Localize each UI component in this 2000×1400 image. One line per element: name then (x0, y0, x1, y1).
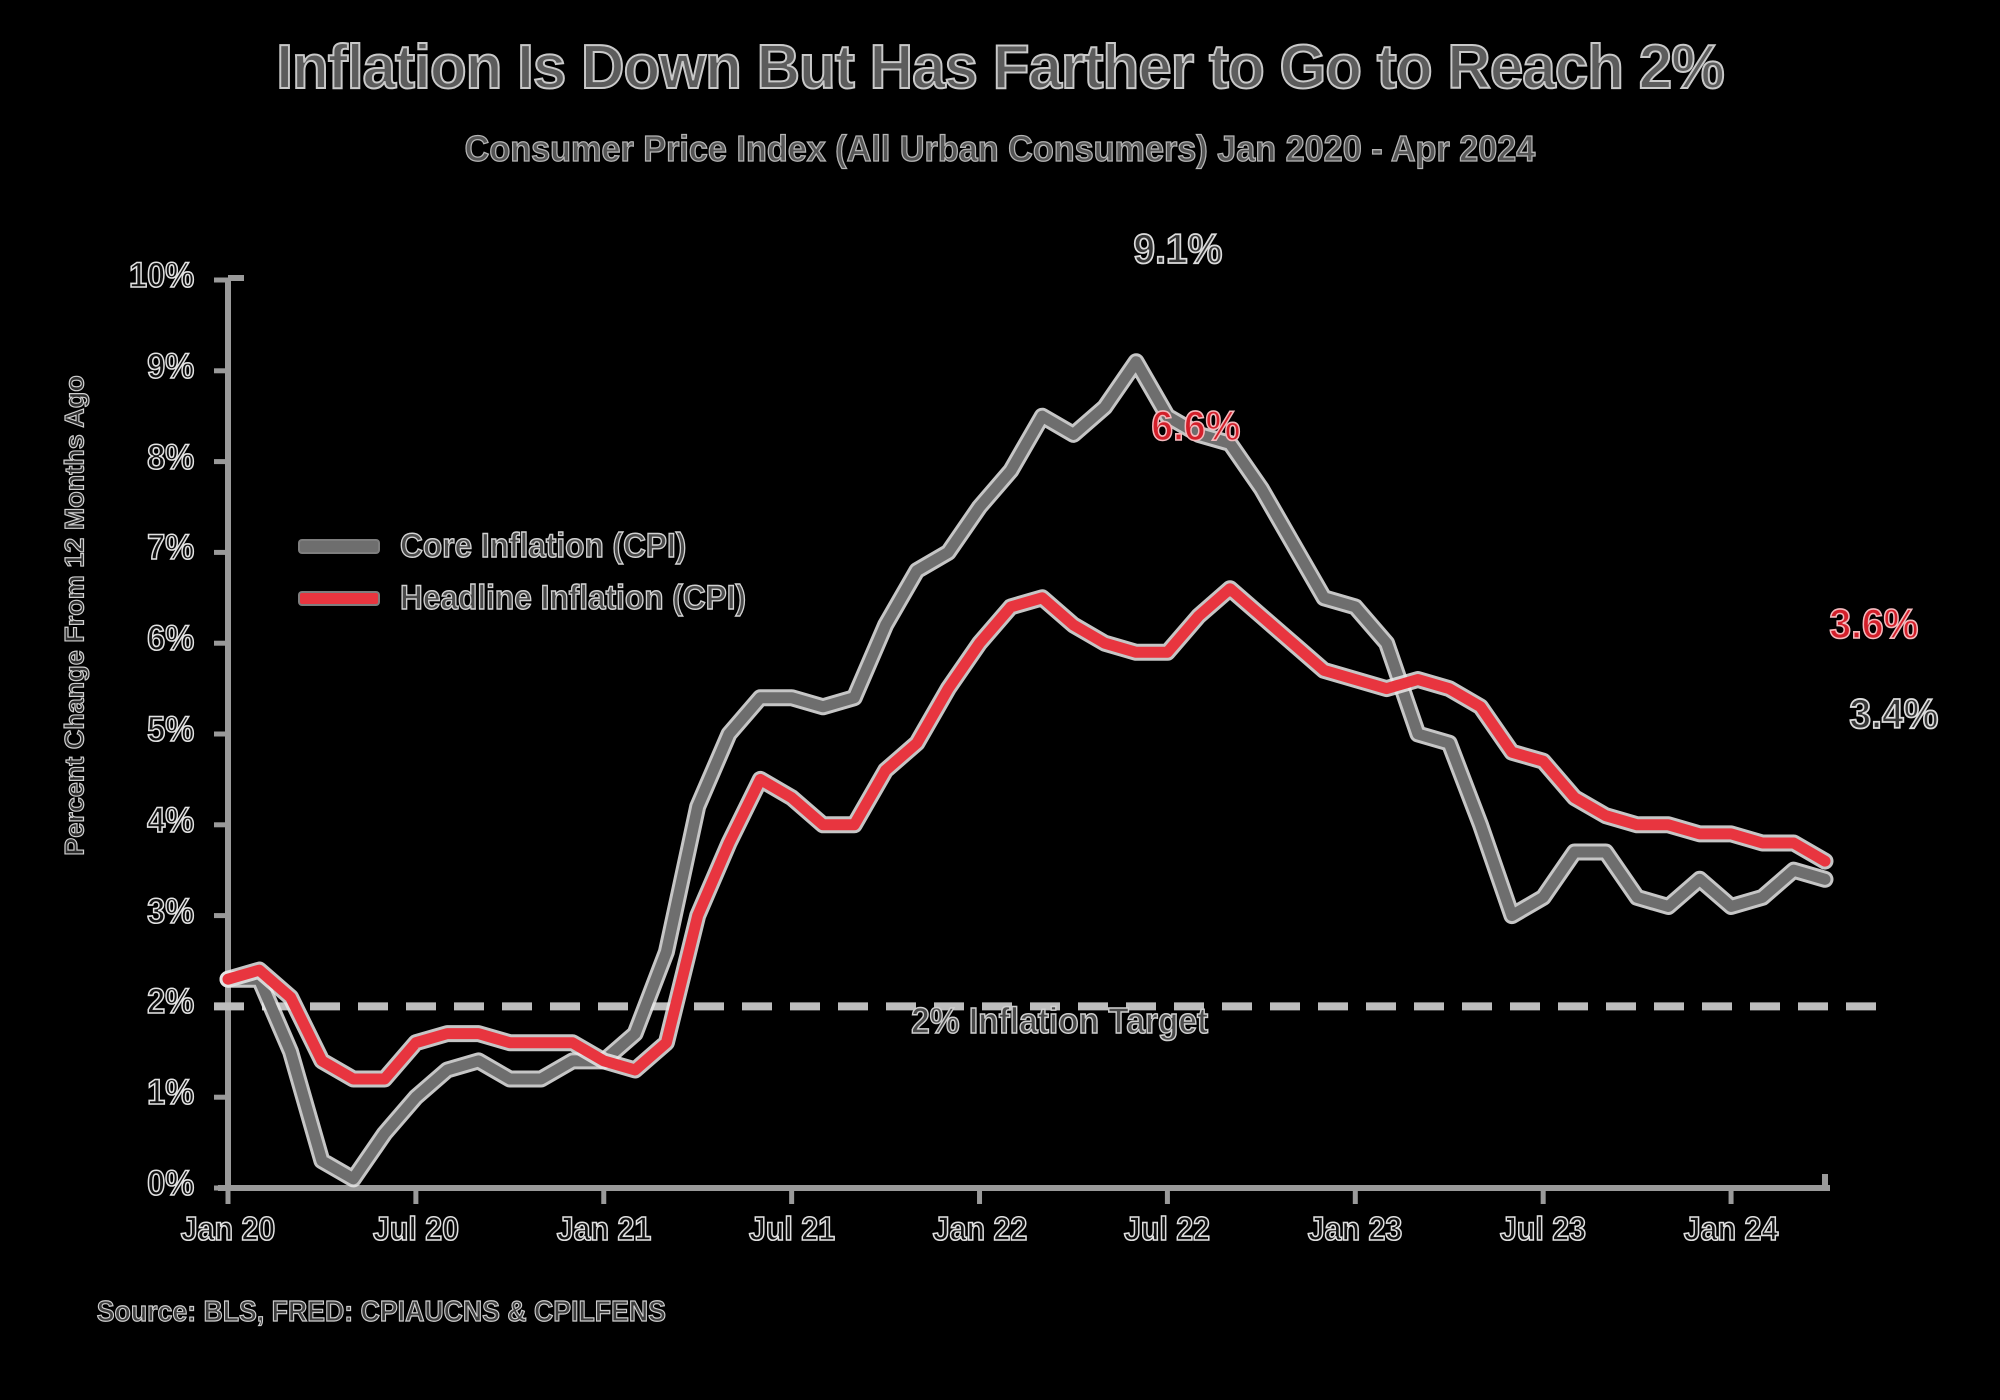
y-tick-label-8: 8% (146, 437, 195, 478)
x-tick-label-1: Jul 20 (372, 1209, 460, 1248)
last-core-annotation: 3.4% (1849, 689, 1940, 738)
series-halo-0 (219, 353, 1834, 1188)
target-line-label: 2% Inflation Target (910, 999, 1209, 1042)
peak-core-annotation: 9.1% (1133, 224, 1224, 273)
x-tick-label-6: Jan 23 (1307, 1209, 1403, 1248)
legend-item-headline[interactable]: Headline Inflation (CPI) (300, 572, 772, 624)
y-tick-label-3: 3% (146, 891, 195, 932)
y-tick-label-4: 4% (146, 800, 195, 841)
x-tick-label-8: Jan 24 (1683, 1209, 1779, 1248)
y-tick-label-6: 6% (146, 618, 195, 659)
y-tick-label-1: 1% (146, 1072, 195, 1113)
legend-label-headline: Headline Inflation (CPI) (399, 578, 747, 617)
x-tick-label-7: Jul 23 (1499, 1209, 1587, 1248)
source-note: Source: BLS, FRED: CPIAUCNS & CPILFENS (96, 1295, 666, 1328)
x-tick-label-2: Jan 21 (556, 1209, 652, 1248)
last-headline-annotation: 3.6% (1829, 599, 1920, 648)
legend-label-core: Core Inflation (CPI) (399, 526, 687, 565)
y-tick-label-2: 2% (146, 982, 195, 1023)
x-tick-label-5: Jul 22 (1124, 1209, 1212, 1248)
series-line-0 (222, 356, 1831, 1185)
legend-swatch-headline (300, 592, 378, 604)
legend-item-core[interactable]: Core Inflation (CPI) (300, 520, 772, 572)
y-tick-label-5: 5% (146, 709, 195, 750)
y-tick-label-9: 9% (146, 346, 195, 387)
x-tick-label-0: Jan 20 (180, 1209, 276, 1248)
x-tick-label-3: Jul 21 (748, 1209, 836, 1248)
y-tick-label-10: 10% (128, 255, 195, 296)
series-line-1 (222, 583, 1831, 1085)
legend-swatch-core (300, 540, 378, 552)
peak-headline-annotation: 6.6% (1151, 401, 1242, 450)
y-tick-label-7: 7% (146, 528, 195, 569)
chart-title: Inflation Is Down But Has Farther to Go … (275, 32, 1725, 103)
chart-legend: Core Inflation (CPI) Headline Inflation … (300, 520, 772, 624)
y-tick-label-0: 0% (146, 1163, 195, 1204)
chart-subtitle: Consumer Price Index (All Urban Consumer… (464, 127, 1536, 169)
x-tick-label-4: Jan 22 (932, 1209, 1028, 1248)
